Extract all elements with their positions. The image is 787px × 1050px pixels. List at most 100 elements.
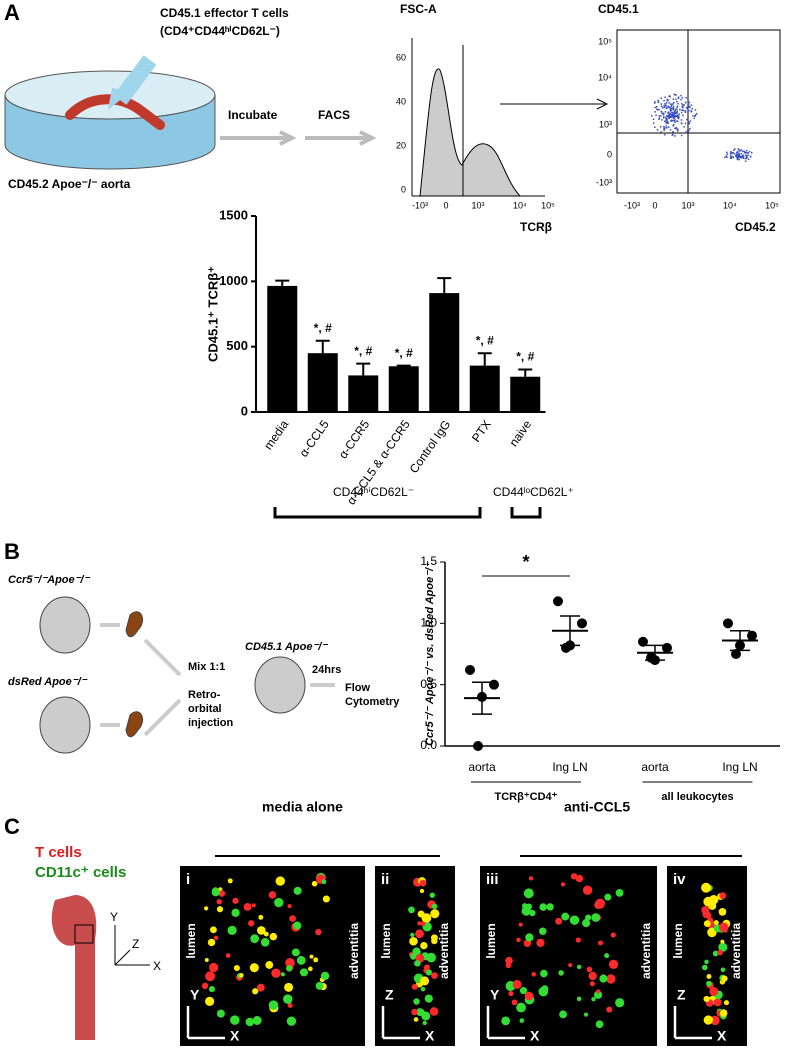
tick-label: 10⁵ bbox=[598, 36, 612, 46]
event-dot bbox=[656, 108, 658, 110]
event-dot bbox=[676, 111, 678, 113]
sem-bar bbox=[730, 629, 750, 652]
event-dot bbox=[671, 104, 673, 106]
cell-spot bbox=[516, 1002, 526, 1013]
event-dot bbox=[663, 127, 665, 130]
event-dot bbox=[666, 99, 669, 102]
group-label: TCRβ⁺CD4⁺ bbox=[495, 791, 558, 803]
recipient-label: CD45.1 Apoe⁻/⁻ bbox=[245, 641, 328, 653]
event-dot bbox=[665, 102, 668, 104]
tick-label: 60 bbox=[396, 52, 406, 62]
bar bbox=[429, 293, 460, 412]
event-dot bbox=[744, 154, 747, 157]
cell-spot bbox=[299, 968, 308, 977]
event-dot bbox=[674, 110, 676, 112]
event-dot bbox=[732, 149, 735, 151]
cell-spot bbox=[313, 957, 319, 963]
event-dot bbox=[660, 105, 663, 108]
cell-spot bbox=[308, 966, 313, 972]
cell-spot bbox=[230, 1015, 240, 1025]
cell-spot bbox=[268, 1000, 279, 1010]
event-dot bbox=[667, 112, 669, 114]
cell-spot bbox=[540, 969, 548, 978]
cell-spot bbox=[596, 989, 601, 994]
y-tick-label: 500 bbox=[226, 338, 248, 353]
cell-spot bbox=[560, 882, 566, 887]
event-dot bbox=[674, 135, 676, 137]
event-dot bbox=[672, 105, 675, 108]
cell-spot bbox=[706, 974, 712, 979]
event-dot bbox=[742, 154, 744, 157]
event-dot bbox=[682, 106, 684, 109]
cell-spot bbox=[231, 908, 240, 917]
cell-spot bbox=[204, 906, 209, 911]
cell-spot bbox=[293, 886, 302, 895]
event-dot bbox=[688, 129, 690, 132]
event-dot bbox=[689, 127, 691, 130]
data-point bbox=[577, 618, 587, 629]
step-label: FACS bbox=[318, 108, 350, 122]
event-dot bbox=[664, 133, 666, 136]
event-dot bbox=[726, 151, 728, 154]
cell-spot bbox=[608, 959, 619, 970]
event-dot bbox=[663, 99, 665, 102]
tick-label: -10³ bbox=[412, 200, 428, 210]
cell-spot bbox=[704, 959, 709, 965]
cell-spot bbox=[424, 994, 433, 1003]
cell-spot bbox=[216, 1009, 225, 1018]
event-dot bbox=[751, 151, 753, 154]
axis-letter: Y bbox=[490, 987, 500, 1003]
event-dot bbox=[676, 105, 679, 108]
aorta-label: CD45.2 Apoe⁻/⁻ aorta bbox=[8, 177, 131, 191]
cell-spot bbox=[419, 879, 427, 887]
cell-spot bbox=[218, 890, 226, 897]
event-dot bbox=[732, 156, 735, 159]
event-dot bbox=[676, 120, 678, 122]
cell-spot bbox=[212, 887, 219, 894]
event-dot bbox=[674, 119, 676, 121]
event-dot bbox=[687, 104, 690, 106]
event-dot bbox=[745, 149, 748, 152]
cell-spot bbox=[528, 876, 534, 881]
event-dot bbox=[654, 126, 656, 129]
event-dot bbox=[680, 119, 683, 121]
image-label: lumen bbox=[184, 923, 198, 958]
event-dot bbox=[661, 107, 664, 109]
cell-spot bbox=[248, 920, 255, 927]
event-dot bbox=[658, 115, 661, 117]
x-tick-label: aorta bbox=[468, 760, 496, 774]
y-axis-label: CD45.1⁺ TCRβ⁺ bbox=[205, 266, 220, 362]
event-dot bbox=[730, 151, 732, 153]
x-tick-label: Ing LN bbox=[722, 760, 757, 774]
image-label: lumen bbox=[671, 923, 685, 958]
event-dot bbox=[739, 156, 741, 158]
cell-spot bbox=[216, 906, 224, 913]
cell-spot bbox=[599, 974, 608, 983]
event-dot bbox=[676, 106, 679, 109]
cell-spot bbox=[606, 1006, 613, 1013]
cell-spot bbox=[501, 1016, 511, 1026]
event-dot bbox=[685, 101, 687, 104]
cell-spot bbox=[420, 976, 430, 986]
cell-spot bbox=[604, 893, 612, 901]
cell-spot bbox=[274, 897, 284, 908]
event-dot bbox=[676, 120, 679, 123]
cell-spot bbox=[414, 960, 421, 967]
cell-spot bbox=[419, 888, 425, 894]
cell-spot bbox=[582, 919, 591, 928]
step-label: orbital bbox=[188, 703, 222, 715]
data-point bbox=[473, 741, 483, 751]
event-dot bbox=[668, 95, 671, 97]
event-dot bbox=[672, 112, 675, 115]
event-dot bbox=[743, 150, 745, 153]
cell-spot bbox=[412, 947, 421, 957]
event-dot bbox=[668, 117, 670, 120]
event-dot bbox=[726, 153, 729, 155]
cell-spot bbox=[429, 1007, 439, 1016]
cell-spot bbox=[271, 968, 281, 978]
cell-spot bbox=[719, 1009, 728, 1017]
x-tick-label: Control IgG bbox=[407, 418, 454, 476]
event-dot bbox=[689, 120, 692, 122]
event-dot bbox=[738, 149, 740, 151]
cells-phenotype: (CD4⁺CD44ʰⁱCD62L⁻) bbox=[160, 24, 280, 38]
